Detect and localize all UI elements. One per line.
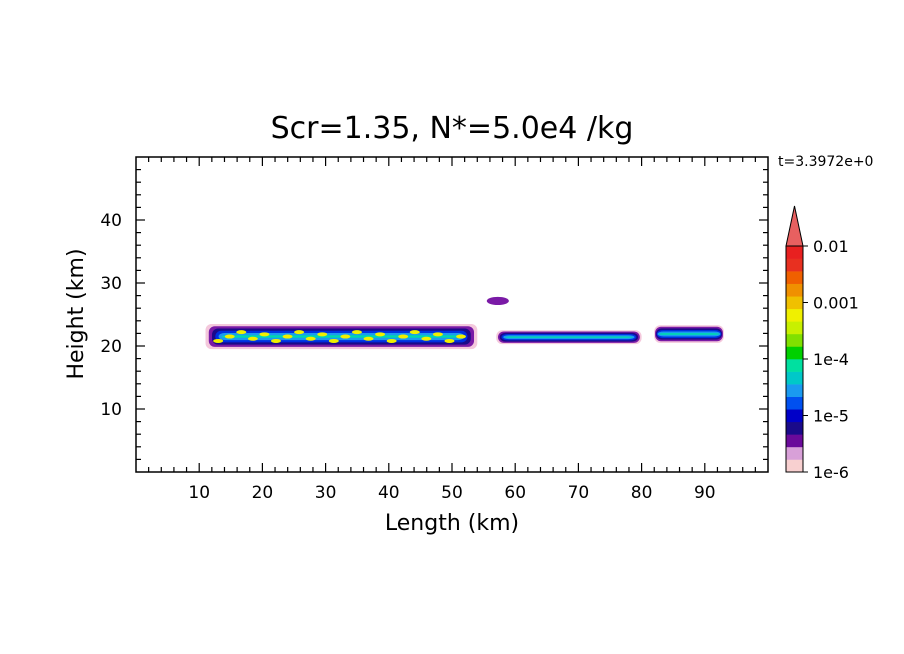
- y-tick-label: 20: [100, 337, 122, 357]
- time-label: t=3.3972e+0: [778, 154, 873, 170]
- cloud-core: [317, 332, 328, 337]
- cloud-field: [205, 296, 724, 350]
- colorbar-swatch: [786, 321, 803, 335]
- cloud-core: [398, 334, 409, 339]
- colorbar-swatch: [786, 283, 803, 297]
- x-tick-label: 70: [568, 483, 590, 503]
- colorbar-swatch: [786, 271, 803, 284]
- cloud-core: [259, 332, 270, 337]
- x-tick-label: 40: [378, 483, 400, 503]
- x-tick-labels: 10 20 30 40 50 60 70 80 90: [188, 483, 715, 503]
- colorbar-swatch: [786, 434, 803, 448]
- colorbar-tick-label: 0.001: [813, 294, 859, 313]
- cloud-core: [340, 334, 351, 339]
- cloud-blob: [486, 296, 509, 306]
- y-axis-label: Height (km): [64, 248, 89, 379]
- colorbar-ticks: [803, 245, 808, 473]
- cloud-core: [305, 336, 316, 341]
- cloud-core: [444, 338, 455, 343]
- y-tick-label: 30: [100, 274, 122, 294]
- colorbar-swatch: [786, 384, 803, 397]
- x-tick-label: 30: [315, 483, 337, 503]
- colorbar-swatch: [786, 421, 803, 435]
- cloud-core: [409, 330, 420, 335]
- colorbar-swatch: [786, 333, 803, 347]
- cloud-core: [213, 338, 224, 343]
- cloud-core: [363, 336, 374, 341]
- x-tick-label: 20: [252, 483, 274, 503]
- cloud-core: [270, 338, 281, 343]
- y-tick-label: 40: [100, 211, 122, 231]
- colorbar-swatch: [786, 258, 803, 272]
- colorbar-tick-label: 1e-6: [813, 463, 849, 482]
- colorbar-tick-label: 1e-4: [813, 350, 849, 369]
- x-tick-label: 60: [504, 483, 526, 503]
- cloud-core: [386, 338, 397, 343]
- y-tick-labels: 10 20 30 40: [100, 211, 122, 420]
- cloud-core: [294, 330, 305, 335]
- colorbar-swatch: [786, 246, 803, 259]
- cloud-core: [236, 330, 247, 335]
- x-tick-label: 80: [631, 483, 653, 503]
- cloud-core: [282, 334, 293, 339]
- colorbar: 0.01 0.001 1e-4 1e-5 1e-6: [785, 205, 859, 482]
- cloud-core: [224, 334, 235, 339]
- colorbar-swatch: [786, 446, 803, 460]
- colorbar-labels: 0.01 0.001 1e-4 1e-5 1e-6: [813, 237, 859, 482]
- cloud-core: [247, 336, 258, 341]
- colorbar-swatch: [786, 396, 803, 410]
- colorbar-swatch: [786, 308, 803, 322]
- axis-ticks: [136, 157, 768, 472]
- colorbar-swatch: [786, 459, 803, 473]
- plot-area: 10 20 30 40 50 60 70 80 90 10 20 30 40: [100, 156, 769, 503]
- colorbar-tick-label: 1e-5: [813, 407, 849, 426]
- cloud-contour: [658, 333, 720, 335]
- colorbar-swatches: [785, 245, 804, 473]
- cloud-contour: [504, 336, 633, 338]
- cloud-core: [432, 332, 443, 337]
- y-tick-label: 10: [100, 400, 122, 420]
- colorbar-arrow: [785, 205, 804, 247]
- cloud-core: [456, 334, 467, 339]
- x-tick-label: 10: [188, 483, 210, 503]
- chart-title: Scr=1.35, N*=5.0e4 /kg: [271, 111, 634, 146]
- cloud-core: [351, 330, 362, 335]
- cloud-core: [375, 332, 386, 337]
- colorbar-swatch: [786, 346, 803, 360]
- x-axis-label: Length (km): [385, 511, 519, 536]
- colorbar-swatch: [786, 409, 803, 423]
- cloud-core: [421, 336, 432, 341]
- plot-frame: [135, 156, 769, 473]
- colorbar-swatch: [786, 296, 803, 310]
- colorbar-tick-label: 0.01: [813, 237, 849, 256]
- x-tick-label: 90: [694, 483, 716, 503]
- colorbar-swatch: [786, 371, 803, 385]
- colorbar-swatch: [786, 359, 803, 372]
- x-tick-label: 50: [441, 483, 463, 503]
- cloud-core: [328, 338, 339, 343]
